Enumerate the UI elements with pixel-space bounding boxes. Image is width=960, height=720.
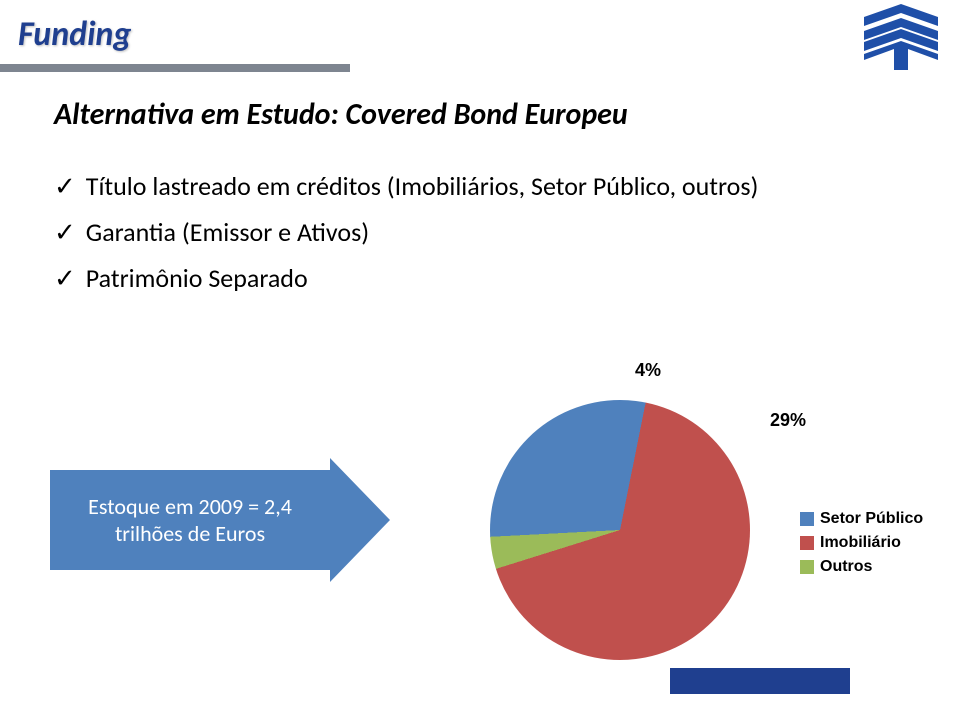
legend-swatch-icon [800,512,814,526]
pie-body [490,400,750,660]
legend-label: Setor Público [820,510,923,528]
legend-label: Imobiliário [820,534,901,552]
check-icon: ✓ [54,170,76,202]
check-icon: ✓ [54,262,76,294]
pie-value-label-outros: 4% [635,360,661,381]
bullet-list: ✓ Título lastreado em créditos (Imobiliá… [54,170,758,308]
slide: Funding Alternativa em Estudo: Covered B… [0,0,960,720]
bullet-text: Garantia (Emissor e Ativos) [86,216,369,248]
callout-body: Estoque em 2009 = 2,4 trilhões de Euros [50,470,330,570]
pie-value-label-setor-publico: 29% [770,410,806,431]
bullet-item: ✓ Título lastreado em créditos (Imobiliá… [54,170,758,202]
arrow-head-icon [330,458,390,582]
bullet-item: ✓ Patrimônio Separado [54,262,758,294]
pie-chart: 4% 29% [490,360,770,660]
bullet-item: ✓ Garantia (Emissor e Ativos) [54,216,758,248]
legend-swatch-icon [800,536,814,550]
title-underline [0,64,350,72]
legend-swatch-icon [800,560,814,574]
page-title: Funding [18,14,131,55]
callout-text: Estoque em 2009 = 2,4 trilhões de Euros [62,493,318,547]
arrow-callout: Estoque em 2009 = 2,4 trilhões de Euros [50,470,390,570]
legend-item: Imobiliário [800,534,923,552]
legend-item: Setor Público [800,510,923,528]
legend-label: Outros [820,558,872,576]
footer-bar [670,668,850,694]
bullet-text: Título lastreado em créditos (Imobiliári… [86,170,759,202]
legend-item: Outros [800,558,923,576]
bullet-text: Patrimônio Separado [86,262,308,294]
company-logo [856,2,946,72]
subtitle: Alternativa em Estudo: Covered Bond Euro… [54,96,628,133]
check-icon: ✓ [54,216,76,248]
legend: Setor Público Imobiliário Outros [800,510,923,582]
